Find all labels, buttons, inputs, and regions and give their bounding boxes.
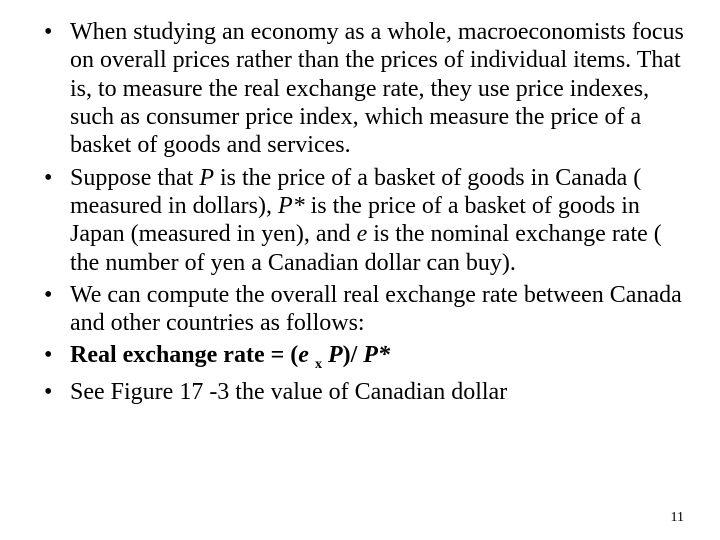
bullet-item-1: Suppose that P is the price of a basket … [36,164,684,277]
bullet-run: See Figure 17 -3 the value of Canadian d… [70,379,507,405]
bullet-run: P* [363,342,390,368]
bullet-run: P [328,342,343,368]
bullet-run: x [315,357,322,372]
bullet-run: Real exchange rate = ( [70,342,298,368]
bullet-run: We can compute the overall real exchange… [70,282,682,336]
slide: When studying an economy as a whole, mac… [0,0,720,540]
bullet-run: Suppose that [70,165,199,191]
bullet-run: )/ [343,342,364,368]
bullet-item-3: Real exchange rate = (e x P)/ P* [36,341,684,373]
bullet-run: P* [278,193,305,219]
bullet-run: e [298,342,309,368]
bullet-item-0: When studying an economy as a whole, mac… [36,18,684,160]
bullet-item-2: We can compute the overall real exchange… [36,281,684,338]
bullet-run: When studying an economy as a whole, mac… [70,19,684,158]
bullet-item-4: See Figure 17 -3 the value of Canadian d… [36,378,684,406]
bullet-run: P [199,165,214,191]
bullet-run: e [357,221,368,247]
bullet-list: When studying an economy as a whole, mac… [36,18,684,406]
page-number: 11 [671,510,684,526]
